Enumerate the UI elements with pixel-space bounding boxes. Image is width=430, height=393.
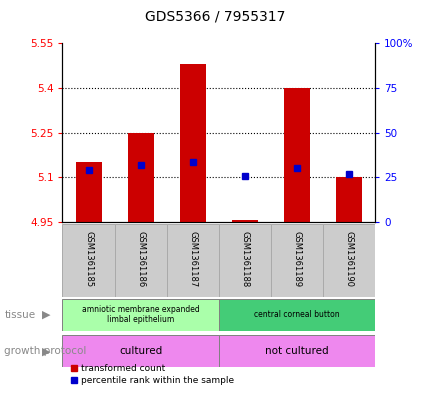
Bar [270,224,322,297]
Text: GSM1361189: GSM1361189 [292,231,301,287]
Bar [283,88,309,222]
Text: GDS5366 / 7955317: GDS5366 / 7955317 [145,10,285,24]
Legend: transformed count, percentile rank within the sample: transformed count, percentile rank withi… [67,360,237,389]
Text: GSM1361185: GSM1361185 [84,231,93,287]
Text: GSM1361187: GSM1361187 [188,231,197,287]
Text: central corneal button: central corneal button [253,310,339,319]
Bar [218,299,374,331]
Text: amniotic membrane expanded
limbal epithelium: amniotic membrane expanded limbal epithe… [82,305,199,325]
Bar [166,224,218,297]
Text: ▶: ▶ [42,346,51,356]
Bar [62,299,218,331]
Bar [218,335,374,367]
Bar [231,220,257,222]
Text: not cultured: not cultured [264,346,328,356]
Text: GSM1361190: GSM1361190 [344,231,353,287]
Bar [322,224,374,297]
Text: GSM1361186: GSM1361186 [136,231,145,287]
Bar [179,64,205,222]
Bar [218,224,270,297]
Text: GSM1361188: GSM1361188 [240,231,249,287]
Bar [62,335,218,367]
Bar [114,224,166,297]
Text: growth protocol: growth protocol [4,346,86,356]
Text: ▶: ▶ [42,310,51,320]
Bar [75,162,101,222]
Bar [127,133,153,222]
Text: tissue: tissue [4,310,35,320]
Bar [62,224,114,297]
Text: cultured: cultured [119,346,162,356]
Bar [335,177,361,222]
